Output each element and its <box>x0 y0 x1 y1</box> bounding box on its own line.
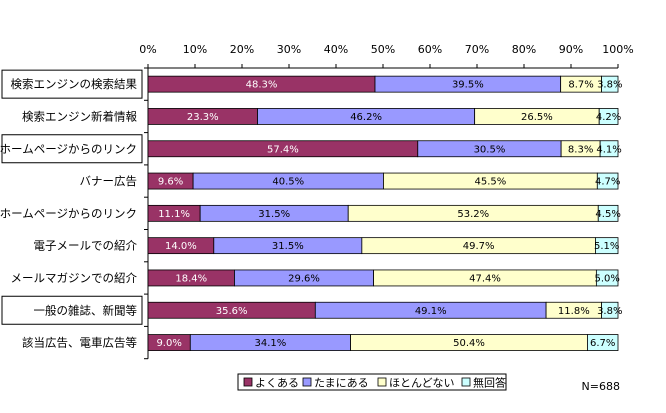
data-label: 45.5% <box>475 177 507 188</box>
data-label: 23.3% <box>187 112 219 123</box>
data-label: 50.4% <box>453 338 485 349</box>
category-label: 電子メールでの紹介 <box>34 239 138 253</box>
data-label: 47.4% <box>469 273 501 284</box>
category-label: 検索エンジンの検索結果 <box>11 77 138 91</box>
x-tick-label: 50% <box>371 43 395 56</box>
bar-segment <box>595 237 619 255</box>
data-label: 18.4% <box>175 273 207 284</box>
data-label: 57.4% <box>267 144 299 155</box>
data-label: 31.5% <box>272 241 304 252</box>
legend-label: たまにある <box>314 377 369 390</box>
data-label: 35.6% <box>216 306 248 317</box>
x-tick-label: 80% <box>512 43 536 56</box>
legend-swatch <box>461 377 471 387</box>
legend-label: 無回答 <box>473 376 506 390</box>
sample-size-note: N=688 <box>582 380 620 393</box>
category-box <box>1 69 143 99</box>
bar-segment <box>599 140 619 158</box>
x-tick-label: 100% <box>602 43 633 56</box>
data-label: 31.5% <box>258 209 290 220</box>
category-labels: 検索エンジンの検索結果検索エンジン新着情報関連ホームページからのリンクバナー広告… <box>0 69 143 350</box>
data-label: 3.8% <box>597 80 622 91</box>
category-box <box>1 295 143 325</box>
category-label: 一般の雑誌、新聞等 <box>34 303 138 317</box>
legend: よくある たまにある ほとんどない 無回答 <box>237 373 507 391</box>
x-tick-label: 20% <box>230 43 254 56</box>
data-label: 4.7% <box>595 177 620 188</box>
x-tick-label: 60% <box>418 43 442 56</box>
data-label: 6.7% <box>590 338 615 349</box>
category-label: 検索エンジン新着情報 <box>22 109 137 123</box>
data-label: 4.1% <box>596 144 621 155</box>
data-label: 9.0% <box>156 338 181 349</box>
bar-segment <box>597 204 619 222</box>
data-label: 14.0% <box>165 241 197 252</box>
data-label: 3.8% <box>597 306 622 317</box>
legend-label: よくある <box>255 377 299 390</box>
category-label: メールマガジンでの紹介 <box>11 271 138 285</box>
legend-swatch <box>243 377 253 387</box>
x-tick-label: 40% <box>324 43 348 56</box>
legend-swatch <box>302 377 312 387</box>
bar-segment <box>587 334 619 351</box>
data-label: 26.5% <box>521 112 553 123</box>
category-label: 関連ホームページからのリンク <box>0 142 137 156</box>
category-label: バナー広告 <box>80 174 138 188</box>
data-label: 34.1% <box>255 338 287 349</box>
data-label: 39.5% <box>452 80 484 91</box>
x-tick-label: 90% <box>559 43 583 56</box>
category-box <box>1 134 143 164</box>
x-axis-tick-labels: 0% 10% 20% 30% 40% 50% 60% 70% 80% 90% 100% <box>139 43 633 56</box>
x-tick-label: 70% <box>465 43 489 56</box>
data-label: 9.6% <box>158 177 183 188</box>
data-label: 49.1% <box>415 306 447 317</box>
x-tick-label: 30% <box>277 43 301 56</box>
data-label: 49.7% <box>463 241 495 252</box>
category-label: 該当広告、電車広告等 <box>22 336 137 350</box>
data-label: 4.2% <box>596 112 621 123</box>
legend-label: ほとんどない <box>389 377 454 390</box>
bar-segment <box>595 269 619 287</box>
data-label: 40.5% <box>272 177 304 188</box>
data-label: 11.1% <box>158 209 190 220</box>
x-tick-label: 0% <box>139 43 156 56</box>
data-label: 48.3% <box>246 80 278 91</box>
bar-segment <box>596 172 619 190</box>
bar-segment <box>601 75 619 93</box>
bars: 48.3% 39.5% 8.7% 3.8% 23.3% 46.2% 26.5% 4.2% 57.… <box>147 75 622 351</box>
data-label: 8.3% <box>568 144 593 155</box>
legend-swatch <box>377 377 387 387</box>
data-label: 29.6% <box>288 273 320 284</box>
data-label: 5.1% <box>594 241 619 252</box>
data-label: 8.7% <box>568 80 593 91</box>
data-label: 30.5% <box>474 144 506 155</box>
data-label: 5.0% <box>594 273 619 284</box>
bar-segment <box>601 301 619 319</box>
data-label: 53.2% <box>457 209 489 220</box>
category-label: IPホームページからのリンク <box>0 206 137 220</box>
data-label: 46.2% <box>350 112 382 123</box>
data-label: 11.8% <box>558 306 590 317</box>
data-label: 4.5% <box>595 209 620 220</box>
bar-segment <box>598 108 619 125</box>
x-tick-label: 10% <box>183 43 207 56</box>
